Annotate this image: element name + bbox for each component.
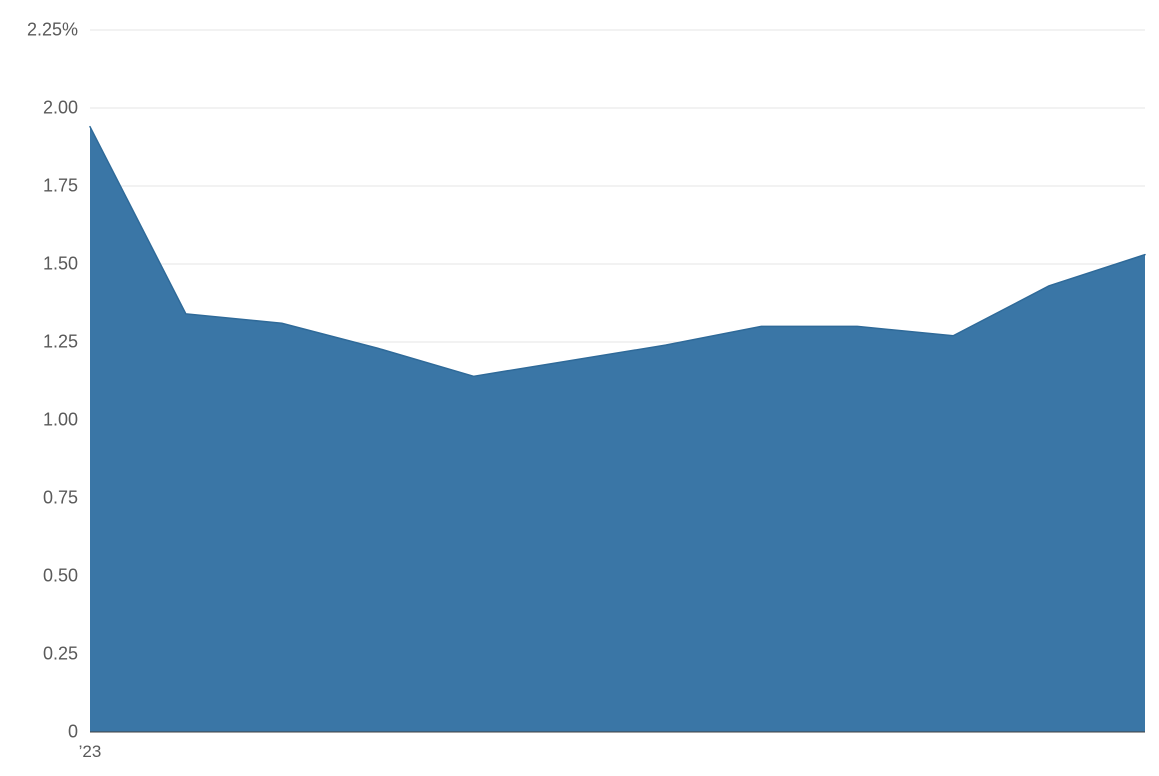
x-tick-label: ’23 — [60, 742, 120, 762]
y-tick-label: 1.00 — [0, 410, 78, 431]
y-tick-label: 1.50 — [0, 254, 78, 275]
y-tick-label: 1.75 — [0, 176, 78, 197]
y-tick-label: 1.25 — [0, 332, 78, 353]
y-tick-label: 0.25 — [0, 644, 78, 665]
y-tick-label: 0.75 — [0, 488, 78, 509]
y-tick-label: 0.50 — [0, 566, 78, 587]
area-chart: 0 0.25 0.50 0.75 1.00 1.25 1.50 1.75 2.00 2.25% ’2… — [0, 0, 1159, 776]
chart-svg — [0, 0, 1159, 776]
y-tick-label: 2.00 — [0, 98, 78, 119]
y-tick-label: 2.25% — [0, 20, 78, 41]
y-tick-label: 0 — [0, 722, 78, 743]
